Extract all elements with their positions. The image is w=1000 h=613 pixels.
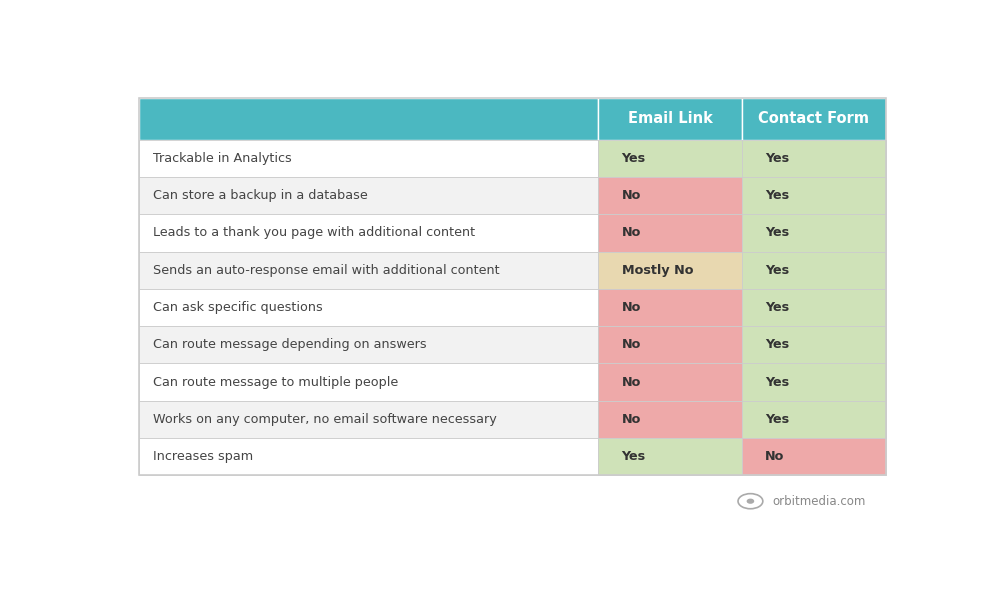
- Bar: [742, 364, 886, 401]
- Text: No: No: [622, 376, 641, 389]
- Bar: [742, 401, 886, 438]
- Text: No: No: [622, 226, 641, 239]
- Text: Yes: Yes: [765, 376, 789, 389]
- Bar: [598, 364, 742, 401]
- Text: Yes: Yes: [765, 338, 789, 351]
- Bar: [139, 214, 598, 251]
- Text: Yes: Yes: [765, 152, 789, 165]
- Text: Yes: Yes: [765, 413, 789, 426]
- Text: Yes: Yes: [765, 189, 789, 202]
- Bar: [139, 326, 598, 364]
- Bar: [139, 98, 598, 140]
- Text: No: No: [622, 301, 641, 314]
- Bar: [139, 401, 598, 438]
- Bar: [742, 140, 886, 177]
- Bar: [598, 326, 742, 364]
- Text: Works on any computer, no email software necessary: Works on any computer, no email software…: [153, 413, 497, 426]
- Text: Yes: Yes: [622, 152, 646, 165]
- Bar: [139, 98, 886, 475]
- Bar: [598, 438, 742, 475]
- Bar: [139, 177, 598, 214]
- Text: Increases spam: Increases spam: [153, 450, 253, 463]
- Text: Contact Form: Contact Form: [758, 112, 869, 126]
- Text: Can route message to multiple people: Can route message to multiple people: [153, 376, 398, 389]
- Bar: [598, 177, 742, 214]
- Bar: [598, 140, 742, 177]
- Text: No: No: [622, 338, 641, 351]
- Text: Yes: Yes: [765, 301, 789, 314]
- Bar: [742, 438, 886, 475]
- Text: Yes: Yes: [622, 450, 646, 463]
- Bar: [598, 251, 742, 289]
- Bar: [742, 251, 886, 289]
- Text: No: No: [622, 189, 641, 202]
- Bar: [742, 214, 886, 251]
- Bar: [139, 364, 598, 401]
- Text: Trackable in Analytics: Trackable in Analytics: [153, 152, 292, 165]
- Circle shape: [747, 500, 754, 503]
- Text: Yes: Yes: [765, 226, 789, 239]
- Bar: [742, 177, 886, 214]
- Text: Can route message depending on answers: Can route message depending on answers: [153, 338, 427, 351]
- Bar: [598, 401, 742, 438]
- Text: Mostly No: Mostly No: [622, 264, 693, 276]
- Bar: [598, 289, 742, 326]
- Text: orbitmedia.com: orbitmedia.com: [772, 495, 866, 508]
- Text: Sends an auto-response email with additional content: Sends an auto-response email with additi…: [153, 264, 500, 276]
- Bar: [598, 98, 742, 140]
- Text: No: No: [765, 450, 784, 463]
- Text: No: No: [622, 413, 641, 426]
- Text: Yes: Yes: [765, 264, 789, 276]
- Bar: [742, 326, 886, 364]
- Bar: [139, 140, 598, 177]
- Bar: [139, 251, 598, 289]
- Text: Can ask specific questions: Can ask specific questions: [153, 301, 323, 314]
- Text: Can store a backup in a database: Can store a backup in a database: [153, 189, 368, 202]
- Bar: [139, 438, 598, 475]
- Text: Email Link: Email Link: [628, 112, 713, 126]
- Text: Leads to a thank you page with additional content: Leads to a thank you page with additiona…: [153, 226, 475, 239]
- Bar: [742, 98, 886, 140]
- Bar: [598, 214, 742, 251]
- Bar: [742, 289, 886, 326]
- Bar: [139, 289, 598, 326]
